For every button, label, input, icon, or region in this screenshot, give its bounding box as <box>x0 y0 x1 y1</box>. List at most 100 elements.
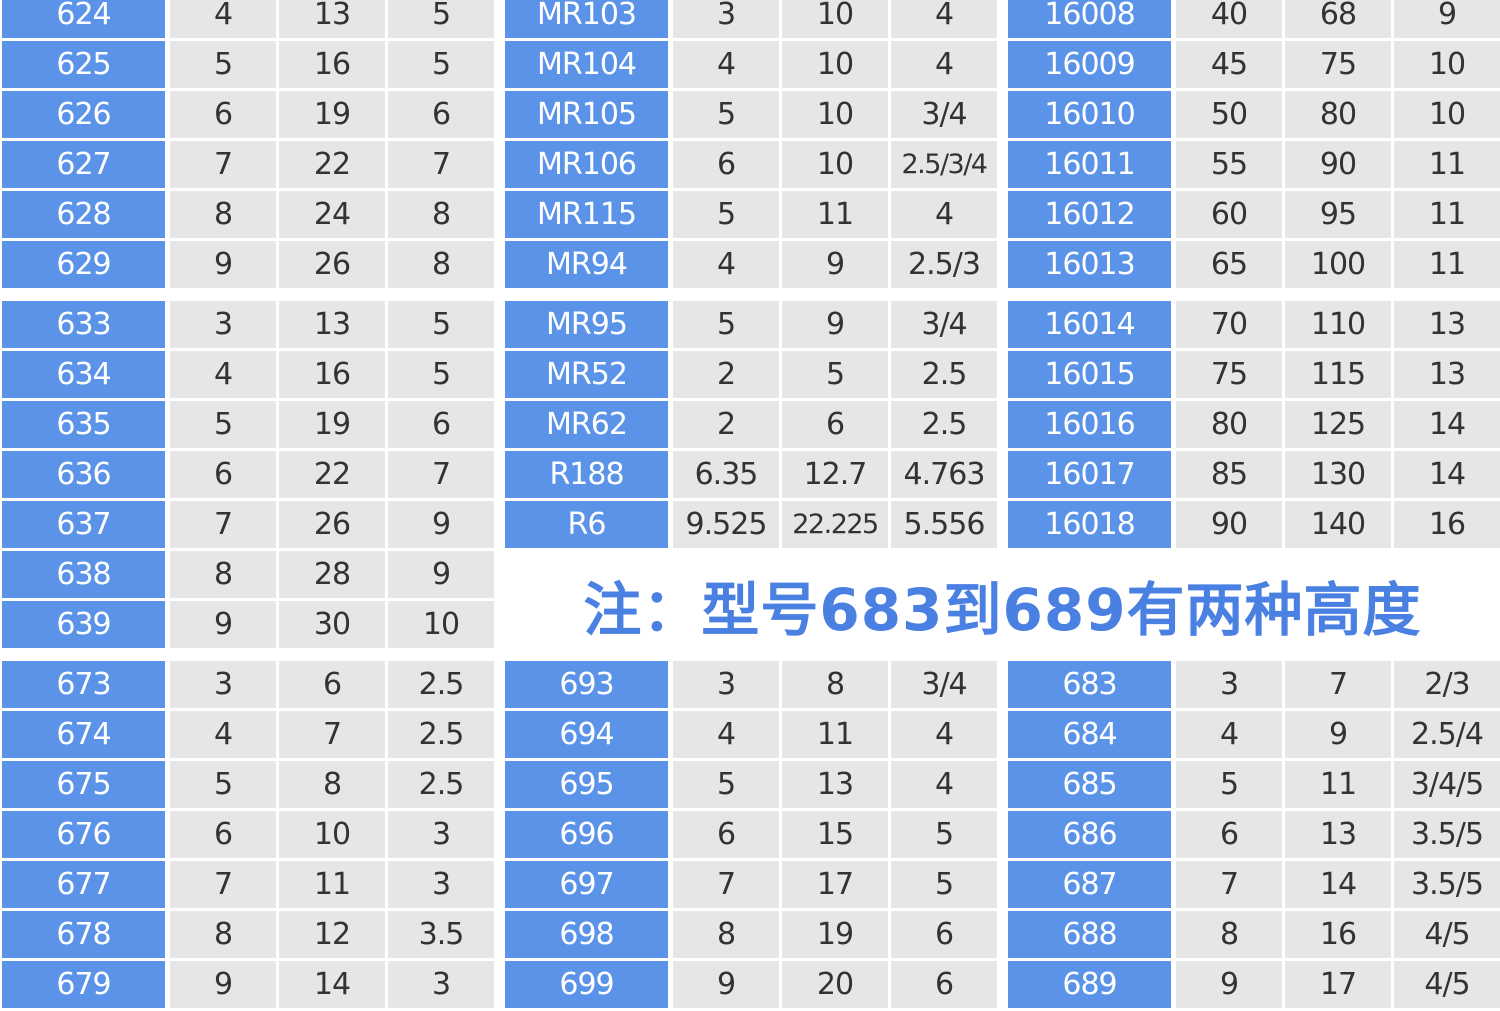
dimension-cell: 14 <box>279 961 385 1008</box>
dimension-cell: 55 <box>1176 141 1282 188</box>
dimension-cell: 8 <box>279 761 385 808</box>
model-cell: 693 <box>505 661 668 708</box>
dimension-cell: 5 <box>673 301 779 348</box>
dimension-cell: 13 <box>1285 811 1391 858</box>
dimension-cell: 2.5 <box>388 711 494 758</box>
dimension-cell: 5 <box>170 41 276 88</box>
model-cell: 698 <box>505 911 668 958</box>
dimension-cell: 8 <box>170 911 276 958</box>
dimension-cell: 3 <box>388 961 494 1008</box>
dimension-cell: 6 <box>388 91 494 138</box>
dimension-cell: 7 <box>170 141 276 188</box>
dimension-cell: 3 <box>388 861 494 908</box>
dimension-cell: 130 <box>1285 451 1391 498</box>
dimension-cell: 4 <box>673 241 779 288</box>
model-cell: R188 <box>505 451 668 498</box>
dimension-cell: 4 <box>1176 711 1282 758</box>
dimension-cell: 19 <box>279 401 385 448</box>
dimension-cell: 11 <box>782 711 888 758</box>
dimension-cell: 16 <box>279 41 385 88</box>
dimension-cell: 9 <box>388 551 494 598</box>
dimension-cell: 3/4/5 <box>1394 761 1500 808</box>
model-cell: 686 <box>1008 811 1171 858</box>
dimension-cell: 10 <box>1394 91 1500 138</box>
model-cell: 688 <box>1008 911 1171 958</box>
dimension-cell: 5 <box>673 761 779 808</box>
dimension-cell: 40 <box>1176 0 1282 38</box>
dimension-cell: 4 <box>891 761 997 808</box>
model-cell: MR94 <box>505 241 668 288</box>
dimension-cell: 2 <box>673 351 779 398</box>
dimension-cell: 9 <box>170 241 276 288</box>
dimension-cell: 6 <box>673 141 779 188</box>
dimension-cell: 80 <box>1285 91 1391 138</box>
model-cell: 16015 <box>1008 351 1171 398</box>
model-cell: 16014 <box>1008 301 1171 348</box>
dimension-cell: 14 <box>1394 451 1500 498</box>
model-cell: 677 <box>2 861 165 908</box>
model-cell: 696 <box>505 811 668 858</box>
dimension-cell: 16 <box>279 351 385 398</box>
model-cell: 16018 <box>1008 501 1171 548</box>
dimension-cell: 9 <box>1176 961 1282 1008</box>
dimension-cell: 65 <box>1176 241 1282 288</box>
dimension-cell: 8 <box>170 551 276 598</box>
model-cell: 16017 <box>1008 451 1171 498</box>
dimension-cell: 9 <box>673 961 779 1008</box>
dimension-cell: 8 <box>170 191 276 238</box>
model-cell: 673 <box>2 661 165 708</box>
dimension-cell: 6.35 <box>673 451 779 498</box>
dimension-cell: 22.225 <box>782 501 888 548</box>
dimension-cell: 20 <box>782 961 888 1008</box>
dimension-cell: 4 <box>170 0 276 38</box>
dimension-cell: 75 <box>1285 41 1391 88</box>
dimension-cell: 5.556 <box>891 501 997 548</box>
model-cell: 687 <box>1008 861 1171 908</box>
model-cell: 683 <box>1008 661 1171 708</box>
dimension-cell: 8 <box>673 911 779 958</box>
model-cell: 699 <box>505 961 668 1008</box>
model-cell: 16010 <box>1008 91 1171 138</box>
dimension-cell: 3.5/5 <box>1394 861 1500 908</box>
model-cell: MR103 <box>505 0 668 38</box>
dimension-cell: 2.5/3/4 <box>891 141 997 188</box>
model-cell: MR106 <box>505 141 668 188</box>
dimension-cell: 45 <box>1176 41 1282 88</box>
model-cell: 676 <box>2 811 165 858</box>
dimension-cell: 19 <box>279 91 385 138</box>
dimension-cell: 13 <box>1394 351 1500 398</box>
dimension-cell: 115 <box>1285 351 1391 398</box>
dimension-cell: 4 <box>170 351 276 398</box>
dimension-cell: 5 <box>388 0 494 38</box>
model-cell: 697 <box>505 861 668 908</box>
dimension-cell: 2 <box>673 401 779 448</box>
dimension-cell: 6 <box>279 661 385 708</box>
dimension-cell: 2.5 <box>891 351 997 398</box>
dimension-cell: 9 <box>388 501 494 548</box>
dimension-cell: 2/3 <box>1394 661 1500 708</box>
dimension-cell: 6 <box>388 401 494 448</box>
dimension-cell: 110 <box>1285 301 1391 348</box>
dimension-cell: 14 <box>1394 401 1500 448</box>
model-cell: 629 <box>2 241 165 288</box>
model-cell: MR95 <box>505 301 668 348</box>
dimension-cell: 10 <box>1394 41 1500 88</box>
model-cell: 16013 <box>1008 241 1171 288</box>
dimension-cell: 7 <box>1285 661 1391 708</box>
model-cell: MR105 <box>505 91 668 138</box>
dimension-cell: 7 <box>388 451 494 498</box>
dimension-cell: 7 <box>170 861 276 908</box>
model-cell: 685 <box>1008 761 1171 808</box>
model-cell: 636 <box>2 451 165 498</box>
dimension-cell: 9 <box>1394 0 1500 38</box>
dimension-cell: 5 <box>891 861 997 908</box>
dimension-cell: 8 <box>388 241 494 288</box>
dimension-cell: 3 <box>1176 661 1282 708</box>
dimension-cell: 5 <box>170 401 276 448</box>
dimension-cell: 3/4 <box>891 661 997 708</box>
dimension-cell: 4.763 <box>891 451 997 498</box>
dimension-cell: 6 <box>891 911 997 958</box>
dimension-cell: 7 <box>170 501 276 548</box>
dimension-cell: 4 <box>170 711 276 758</box>
dimension-cell: 24 <box>279 191 385 238</box>
